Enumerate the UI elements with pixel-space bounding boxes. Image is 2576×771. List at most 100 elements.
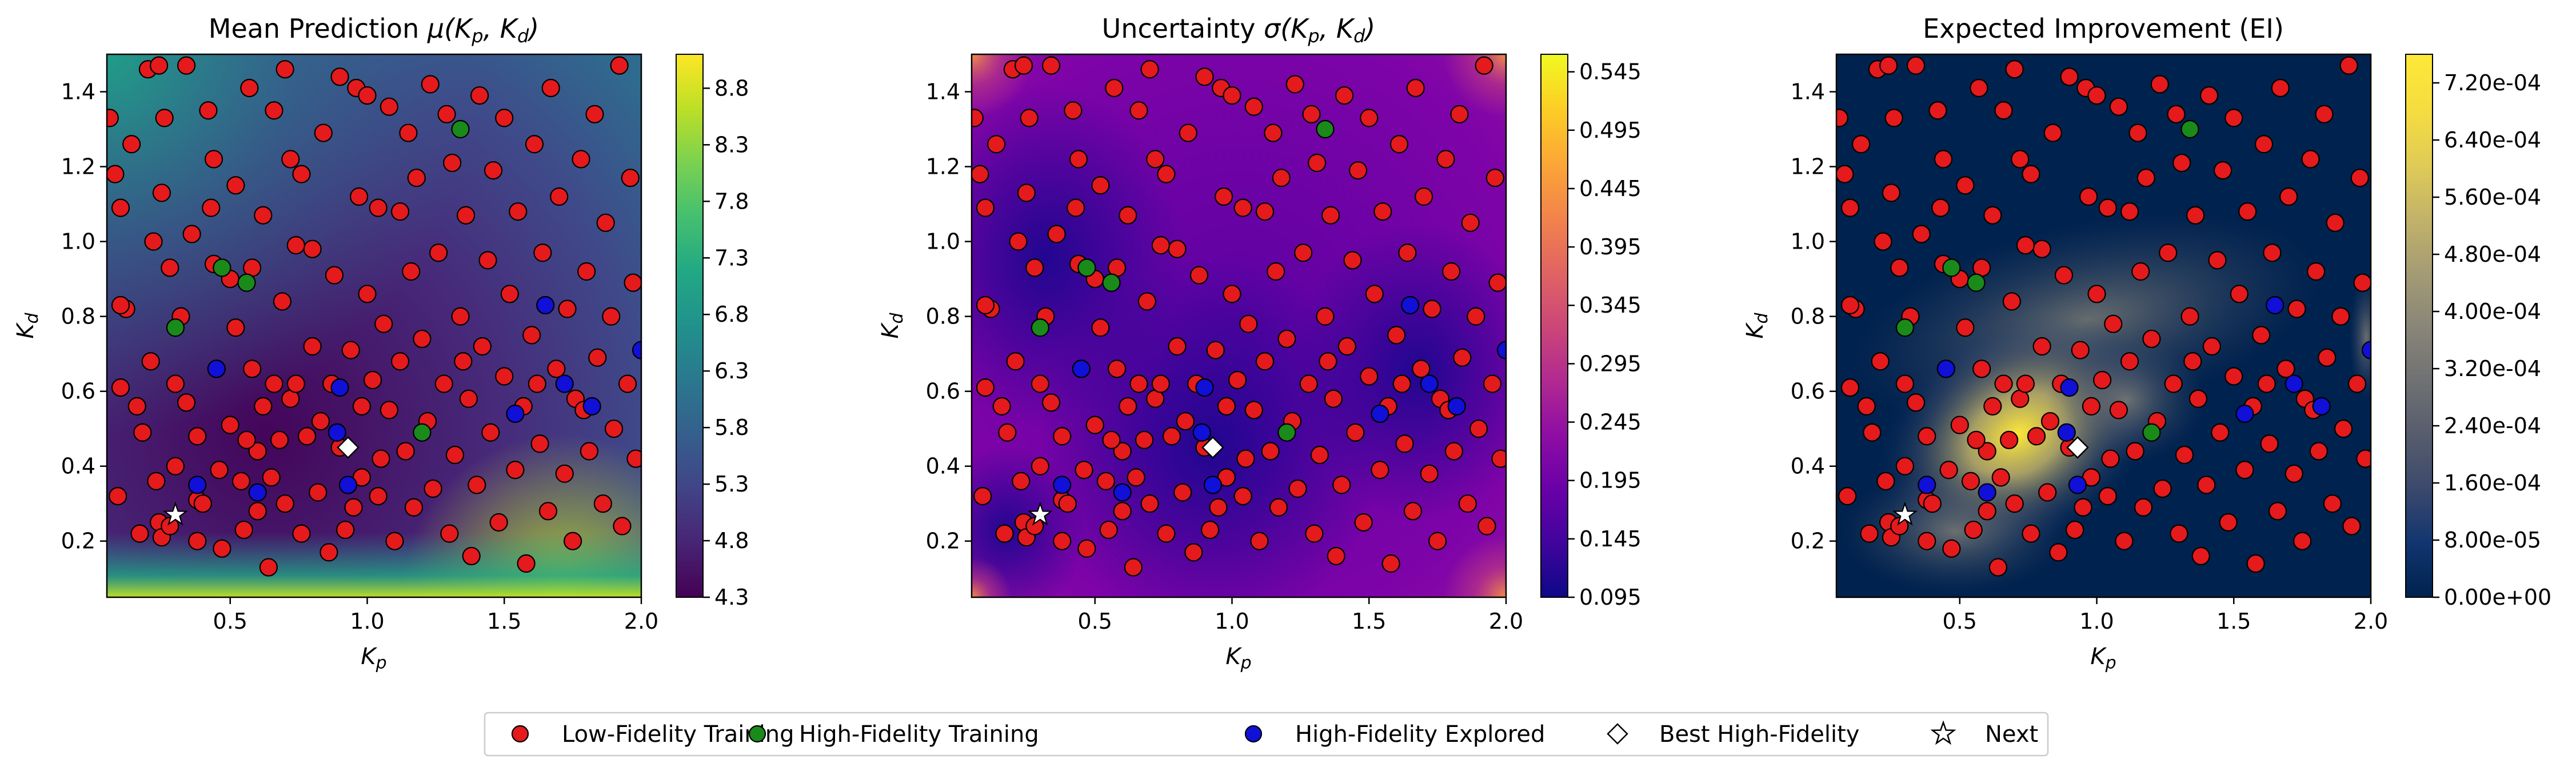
low-fidelity-point	[2175, 445, 2194, 465]
low-fidelity-point	[2197, 476, 2216, 494]
low-fidelity-point	[421, 75, 440, 94]
low-fidelity-point	[509, 202, 528, 221]
low-fidelity-point	[2104, 314, 2123, 333]
low-fidelity-point	[1176, 412, 1195, 431]
low-fidelity-point	[2353, 273, 2371, 292]
uncertainty-y-axis-label: Kd	[877, 312, 907, 338]
low-fidelity-point	[1105, 78, 1124, 98]
low-fidelity-point	[1233, 487, 1252, 506]
low-fidelity-point	[240, 78, 259, 98]
high-fidelity-explored-point	[1195, 378, 1214, 397]
low-fidelity-point	[2120, 352, 2139, 371]
colorbar-tick-label: 0.00e+00	[2444, 585, 2551, 610]
low-fidelity-point	[1217, 397, 1236, 416]
low-fidelity-point	[1067, 198, 1085, 217]
low-fidelity-point	[372, 449, 390, 468]
uncertainty-y-ticks: 0.2 0.4 0.6 0.8 1.0 1.2 1.4	[926, 79, 972, 554]
low-fidelity-point	[1879, 56, 1898, 75]
low-fidelity-point	[1031, 374, 1049, 393]
low-fidelity-point	[292, 165, 311, 183]
y-tick-label: 0.4	[61, 454, 95, 479]
low-fidelity-point	[1475, 56, 1493, 75]
low-fidelity-point	[130, 524, 149, 543]
low-fidelity-point	[2098, 487, 2117, 506]
low-fidelity-point	[1113, 442, 1132, 461]
low-fidelity-point	[1978, 442, 1996, 461]
low-fidelity-point	[577, 262, 596, 281]
low-fidelity-point	[1950, 416, 1969, 434]
colorbar-tick-label: 4.00e-04	[2444, 299, 2541, 324]
low-fidelity-point	[550, 187, 569, 206]
legend: Low-Fidelity Training High-Fidelity Train…	[484, 712, 2049, 757]
low-fidelity-point	[495, 109, 514, 127]
uncertainty-colorbar	[1540, 54, 1568, 598]
low-fidelity-point	[2202, 337, 2221, 356]
low-fidelity-point	[470, 86, 489, 105]
low-fidelity-point	[1064, 101, 1083, 120]
low-fidelity-point	[2032, 337, 2051, 356]
low-fidelity-point	[1923, 494, 1942, 513]
legend-marker	[1930, 720, 1956, 745]
low-fidelity-point	[1389, 135, 1409, 154]
low-fidelity-point	[1239, 314, 1258, 333]
low-fidelity-point	[2186, 206, 2205, 225]
ei-y-ticks: 0.2 0.4 0.6 0.8 1.0 1.2 1.4	[1791, 79, 1836, 554]
low-fidelity-point	[1189, 266, 1209, 285]
low-fidelity-point	[111, 198, 130, 217]
low-fidelity-point	[254, 206, 273, 225]
next-point-marker	[1027, 501, 1053, 526]
low-fidelity-point	[1277, 329, 1296, 349]
low-fidelity-point	[1999, 430, 2019, 449]
low-fidelity-point	[1146, 150, 1165, 169]
low-fidelity-point	[1017, 183, 1036, 202]
low-fidelity-point	[1129, 101, 1148, 120]
low-fidelity-point	[976, 198, 995, 217]
low-fidelity-point	[976, 295, 995, 315]
panel-uncertainty: Uncertainty σ(Kp, Kd) 0.5 1.0 1.5 2.0 0.20.…	[877, 13, 1642, 673]
low-fidelity-point	[319, 543, 338, 562]
low-fidelity-point	[234, 520, 253, 540]
legend-marker	[511, 725, 529, 743]
low-fidelity-point	[177, 56, 196, 75]
ei-x-axis-label: Kp	[2090, 644, 2116, 673]
low-fidelity-point	[2224, 109, 2243, 127]
ei-colorbar	[2405, 54, 2433, 598]
high-fidelity-explored-point	[2266, 295, 2285, 315]
mean-points-layer	[107, 56, 641, 577]
low-fidelity-point	[1491, 449, 1506, 468]
low-fidelity-point	[150, 56, 169, 75]
low-fidelity-point	[1069, 150, 1088, 169]
colorbar-tick-label: 0.245	[1579, 410, 1642, 435]
y-tick-label: 0.4	[1791, 454, 1825, 479]
colorbar-tick-label: 0.295	[1579, 351, 1642, 376]
low-fidelity-point	[1127, 468, 1145, 487]
low-fidelity-point	[1319, 352, 1337, 371]
low-fidelity-point	[133, 423, 152, 442]
low-fidelity-point	[2277, 359, 2295, 378]
legend-label: High-Fidelity Explored	[1295, 721, 1545, 748]
low-fidelity-point	[593, 494, 612, 513]
low-fidelity-point	[1934, 150, 1953, 169]
low-fidelity-point	[1302, 105, 1321, 123]
low-fidelity-point	[564, 532, 582, 550]
low-fidelity-point	[973, 487, 992, 506]
mean-heatmap	[107, 54, 641, 597]
high-fidelity-training-point	[1316, 119, 1335, 139]
low-fidelity-point	[1994, 101, 2013, 120]
low-fidelity-point	[558, 299, 577, 318]
high-fidelity-explored-point	[1203, 476, 1223, 494]
low-fidelity-point	[1091, 176, 1110, 195]
y-tick-label: 1.4	[61, 79, 95, 105]
low-fidelity-point	[2115, 532, 2134, 550]
low-fidelity-point	[1991, 468, 2010, 487]
low-fidelity-point	[1956, 176, 1975, 195]
low-fidelity-point	[1006, 352, 1025, 371]
high-fidelity-training-point	[1967, 273, 1986, 292]
high-fidelity-training-point	[1277, 423, 1296, 442]
low-fidelity-point	[404, 498, 424, 517]
low-fidelity-point	[547, 359, 566, 378]
low-fidelity-point	[1983, 397, 2002, 416]
low-fidelity-point	[610, 56, 629, 75]
low-fidelity-point	[248, 442, 267, 461]
ei-chart-title: Expected Improvement (EI)	[1923, 13, 2284, 44]
